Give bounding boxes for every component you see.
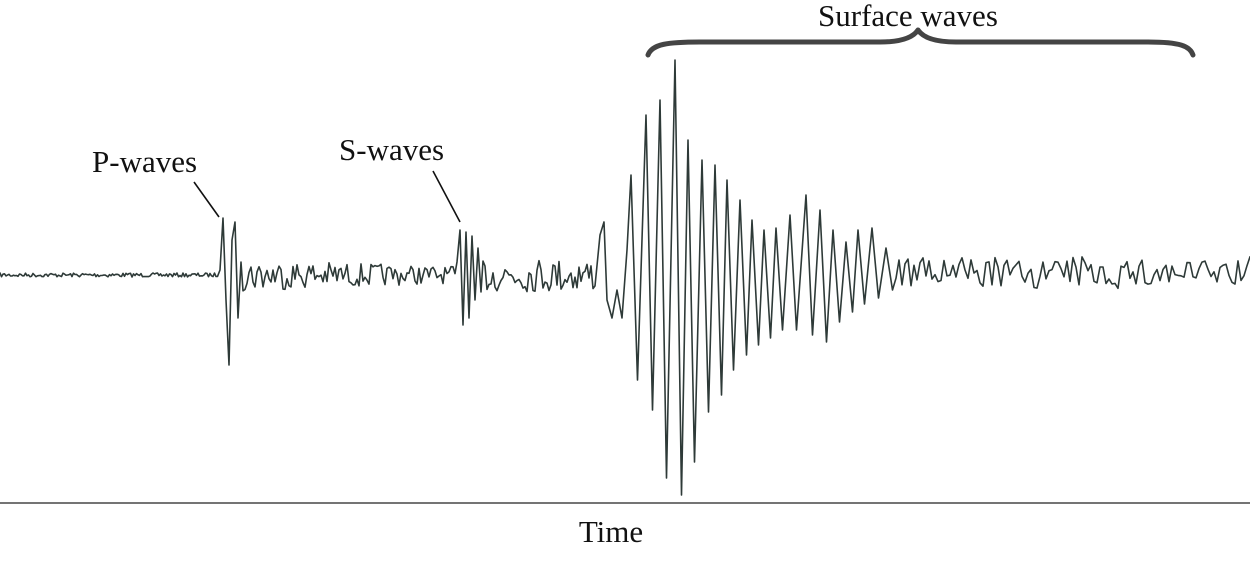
surface-waves-label: Surface waves [818,0,998,33]
seismogram-trace [0,59,1250,496]
time-axis-label: Time [579,514,643,549]
p-waves-label: P-waves [92,144,197,179]
surface-waves-brace [645,27,1196,58]
s-waves-leader-line [432,170,461,223]
p-waves-leader-line [193,181,220,218]
s-waves-label: S-waves [339,132,444,167]
